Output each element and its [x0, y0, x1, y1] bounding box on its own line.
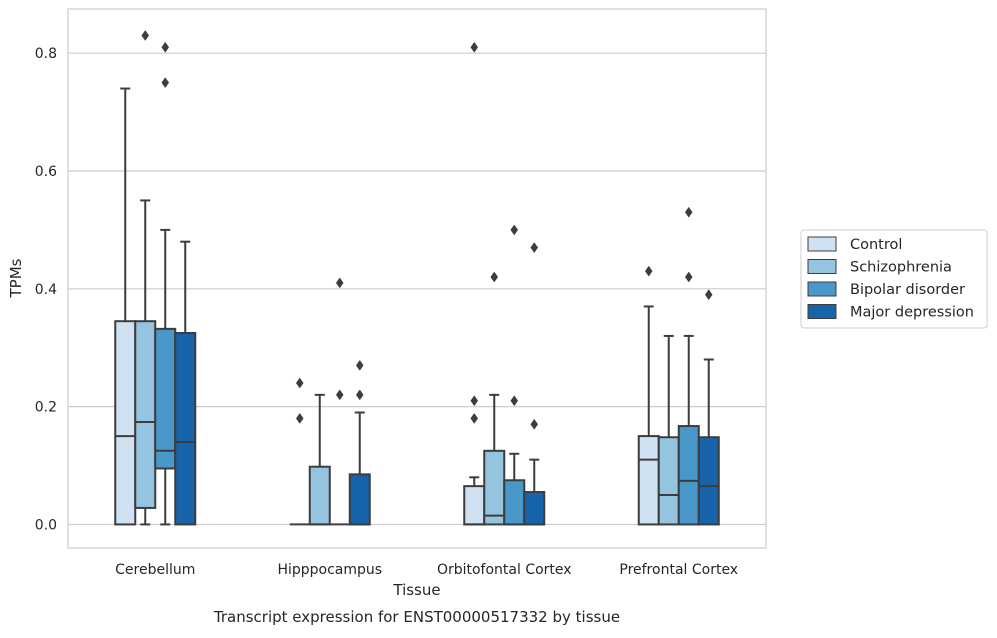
box-group	[697, 289, 720, 526]
box-group	[308, 393, 331, 526]
outlier-point	[644, 265, 653, 277]
legend-label: Schizophrenia	[850, 260, 952, 276]
legend-swatch	[807, 259, 837, 274]
box-rect	[503, 479, 526, 526]
x-tick-label: Cerebellum	[115, 562, 195, 578]
box-rect	[697, 436, 720, 526]
legend-swatch	[807, 304, 837, 319]
outlier-point	[295, 377, 304, 389]
legend-label: Major depression	[850, 305, 974, 321]
outlier-point	[335, 389, 344, 401]
outlier-point	[530, 242, 539, 254]
outlier-point	[141, 30, 150, 41]
outlier-point	[530, 418, 539, 430]
outlier-point	[335, 277, 344, 289]
x-tick-labels: Cerebellum Hipppocampus Orbitofontal Corte…	[115, 562, 738, 578]
outlier-point	[470, 395, 479, 407]
outlier-point	[470, 41, 479, 53]
box-rect	[134, 320, 157, 509]
box-group	[114, 87, 137, 526]
legend-swatch	[807, 281, 837, 297]
x-axis-label: Tissue	[392, 581, 440, 599]
box-groups	[114, 30, 720, 526]
box-group	[677, 206, 700, 526]
box-group	[523, 242, 546, 526]
outlier-point	[510, 224, 519, 236]
outlier-point	[355, 389, 364, 401]
outlier-point	[470, 412, 479, 424]
box-rect	[483, 449, 506, 526]
box-group	[154, 41, 177, 526]
plot-frame	[67, 8, 767, 549]
outlier-point	[161, 77, 170, 89]
box-group	[329, 277, 350, 526]
figure-caption: Transcript expression for ENST0000051733…	[213, 608, 620, 626]
outlier-point	[295, 412, 304, 424]
box-group	[657, 334, 680, 526]
box-rect	[523, 491, 546, 526]
legend: Control Schizophrenia Bipolar disorder Majo…	[800, 229, 988, 329]
y-tick-label: 0.0	[35, 517, 57, 533]
box-rect	[308, 465, 331, 526]
box-rect	[637, 435, 660, 526]
outlier-point	[684, 206, 693, 218]
y-axis-label: TPMs	[7, 258, 25, 298]
box-group	[289, 377, 310, 526]
box-rect	[657, 436, 680, 526]
box-group	[637, 265, 660, 526]
x-tick-label: Orbitofontal Cortex	[437, 562, 572, 578]
box-group	[348, 359, 371, 526]
y-tick-label: 0.2	[35, 400, 57, 416]
outlier-point	[490, 271, 499, 283]
box-group	[134, 30, 157, 526]
x-tick-label: Hipppocampus	[277, 562, 382, 578]
y-tick-labels: 0.0 0.2 0.4 0.6 0.8	[35, 46, 57, 533]
box-group	[174, 240, 197, 526]
box-rect	[677, 425, 700, 526]
outlier-point	[510, 395, 519, 407]
box-group	[463, 41, 486, 526]
x-tick-label: Prefrontal Cortex	[619, 562, 738, 578]
outlier-point	[161, 41, 170, 53]
legend-frame	[800, 229, 988, 329]
legend-swatch	[807, 236, 837, 252]
y-tick-label: 0.4	[35, 282, 57, 298]
box-group	[483, 271, 506, 526]
y-tick-label: 0.8	[35, 46, 57, 62]
legend-label: Bipolar disorder	[850, 282, 965, 298]
legend-label: Control	[850, 237, 902, 253]
outlier-point	[684, 271, 693, 283]
box-rect	[463, 485, 486, 526]
outlier-point	[704, 289, 713, 301]
box-rect	[174, 331, 197, 526]
y-tick-label: 0.6	[35, 164, 57, 180]
box-rect	[154, 327, 177, 470]
outlier-point	[355, 359, 364, 371]
box-group	[503, 224, 526, 526]
box-rect	[348, 473, 371, 526]
box-rect	[114, 320, 137, 526]
